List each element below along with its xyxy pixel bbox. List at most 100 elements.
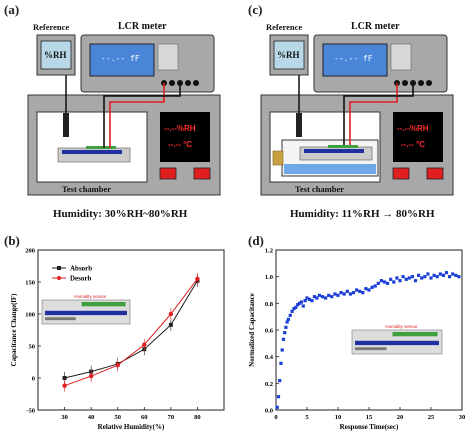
data-point xyxy=(444,271,449,275)
setup-diagram-c xyxy=(260,34,454,196)
data-point xyxy=(303,299,307,303)
caption-c: Humidity: 11%RH → 80%RH xyxy=(290,208,435,220)
lcr-terminal xyxy=(402,80,408,86)
reference-label: Reference xyxy=(266,22,303,32)
x-tick-label: 5 xyxy=(305,414,309,421)
data-point xyxy=(367,288,371,292)
data-point-desorb xyxy=(115,363,120,368)
data-point xyxy=(429,276,433,280)
legend-label: Desorb xyxy=(70,275,91,283)
data-point xyxy=(417,273,421,277)
x-tick-label: 25 xyxy=(428,414,435,421)
data-point xyxy=(301,304,305,308)
data-point xyxy=(435,275,439,279)
data-point xyxy=(299,300,304,304)
legend-marker xyxy=(57,266,61,270)
series-line-desorb xyxy=(64,278,198,387)
lcr-terminal xyxy=(185,80,191,86)
lcr-knob-area xyxy=(390,43,412,71)
data-point xyxy=(410,275,414,279)
data-point xyxy=(290,309,294,313)
display-temp: --.-- °C xyxy=(168,140,193,149)
data-point xyxy=(324,296,328,300)
inset-label: Humidity sensor xyxy=(74,294,107,299)
data-point xyxy=(420,276,424,280)
chamber-button-left xyxy=(392,167,410,180)
data-point xyxy=(288,313,292,317)
data-point xyxy=(279,361,283,365)
data-point xyxy=(285,320,289,324)
cable-red xyxy=(349,83,398,145)
valve xyxy=(272,150,284,166)
data-point-desorb xyxy=(62,383,67,388)
lcr-meter-label: LCR meter xyxy=(351,21,400,32)
data-point xyxy=(320,295,325,299)
lcr-terminal xyxy=(169,80,175,86)
reference-probe xyxy=(63,113,69,137)
chamber-display xyxy=(393,112,443,162)
data-point xyxy=(379,279,383,283)
y-tick-label: 0.6 xyxy=(265,328,274,335)
reference-sensor-display xyxy=(273,40,305,70)
inset-layer xyxy=(392,332,438,337)
x-tick-label: 60 xyxy=(141,414,148,421)
chart-b: 30 40 50 60 70 80 -50 0 50 100 150 200 Relative Humi… xyxy=(10,248,225,431)
plot-frame xyxy=(37,249,225,411)
y-tick-label: 150 xyxy=(25,280,35,287)
data-point xyxy=(364,287,368,291)
data-point xyxy=(275,405,279,409)
data-point-absorb xyxy=(168,322,173,327)
data-point xyxy=(345,289,349,293)
data-point xyxy=(297,301,302,305)
y-tick-label: 200 xyxy=(25,248,35,255)
display-temp: --.-- °C xyxy=(401,140,426,149)
data-point xyxy=(376,281,380,285)
data-point-desorb xyxy=(195,276,200,281)
panel-label-c: (c) xyxy=(248,2,263,17)
data-point xyxy=(438,272,442,276)
sensor-chip-pattern xyxy=(304,149,364,153)
y-tick-label: 0.2 xyxy=(265,381,273,388)
inset-substrate xyxy=(45,317,76,321)
inset-electrode xyxy=(45,310,127,316)
lcr-terminal xyxy=(426,80,432,86)
data-point xyxy=(398,279,402,283)
lcr-terminal xyxy=(418,80,424,86)
x-tick-label: 70 xyxy=(168,414,175,421)
rh-sensor-text: %RH xyxy=(44,50,67,60)
panel-label-b: (b) xyxy=(4,233,20,248)
data-point-desorb xyxy=(142,342,147,347)
rh-sensor-text: %RH xyxy=(277,50,300,60)
x-tick-label: 40 xyxy=(88,414,95,421)
y-tick-label: 1.2 xyxy=(265,248,273,255)
data-point-absorb xyxy=(62,376,67,380)
data-point xyxy=(281,337,286,341)
data-point xyxy=(413,279,418,283)
data-point xyxy=(278,379,282,383)
y-axis-label: Normalized Capacitance xyxy=(248,293,256,367)
sensor-chip-pattern xyxy=(62,150,122,154)
setup-diagram-a xyxy=(27,34,221,196)
chamber-label: Test chamber xyxy=(295,184,345,194)
data-point xyxy=(348,292,352,296)
sensor-chip-top xyxy=(328,145,358,148)
y-tick-label: 0.8 xyxy=(265,301,274,308)
inset-substrate xyxy=(355,347,387,351)
series-line-absorb xyxy=(64,280,198,379)
data-point xyxy=(339,291,343,295)
x-tick-label: 80 xyxy=(194,414,201,421)
lcr-meter-screen xyxy=(89,43,155,77)
x-axis-label: Relative Humidity(%) xyxy=(98,423,165,431)
x-axis-label: Response Time(sec) xyxy=(340,423,399,431)
data-point xyxy=(292,307,296,311)
x-tick-label: 30 xyxy=(61,414,68,421)
data-point xyxy=(441,273,445,277)
data-point xyxy=(401,275,405,279)
data-point xyxy=(392,280,396,284)
lcr-terminal xyxy=(193,80,199,86)
y-tick-label: 100 xyxy=(25,312,35,319)
reference-label: Reference xyxy=(33,22,70,32)
x-tick-label: 15 xyxy=(366,414,373,421)
data-point xyxy=(276,395,281,399)
y-tick-label: 0.4 xyxy=(265,354,274,361)
